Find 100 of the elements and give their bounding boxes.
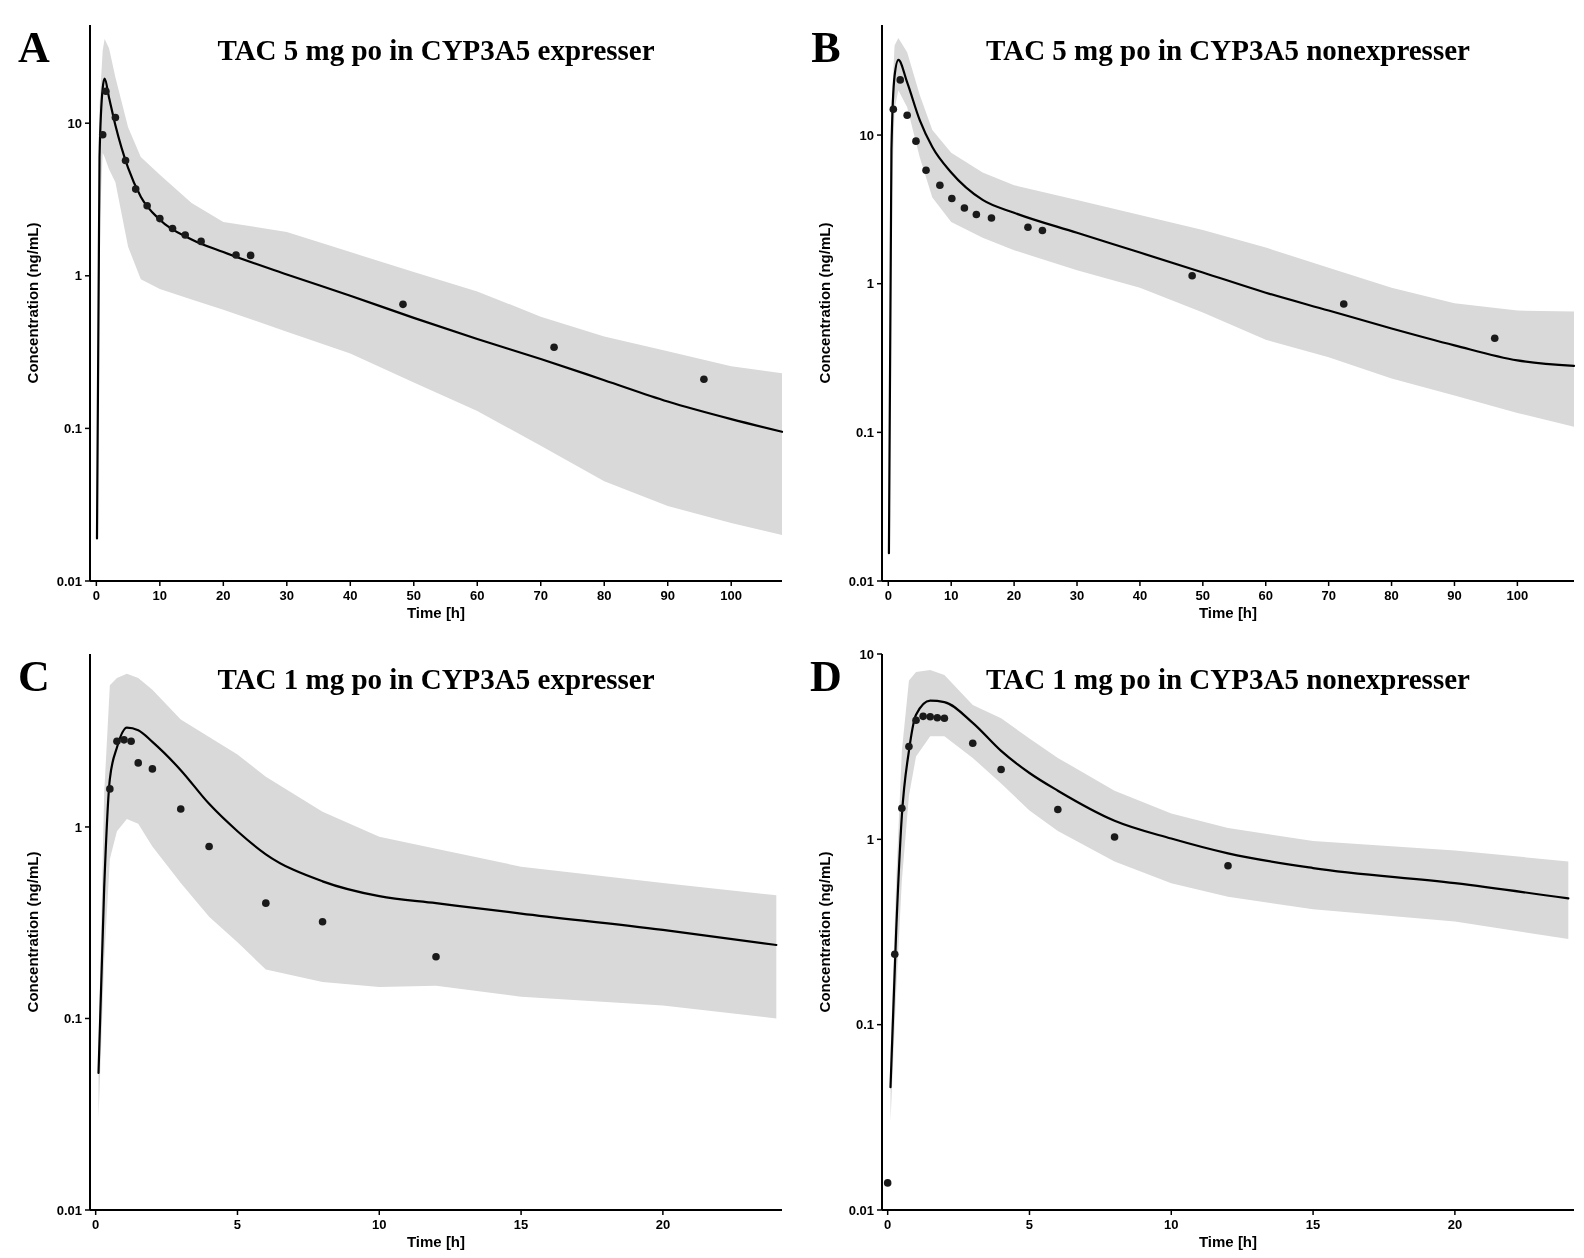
point: [896, 76, 905, 84]
x-tick-label: 10: [943, 588, 959, 603]
y-tick-label: 1: [866, 831, 874, 847]
point: [550, 343, 558, 352]
point: [98, 130, 107, 139]
x-tick-label: 10: [152, 588, 168, 603]
y-tick-label: 1: [74, 268, 82, 284]
x-tick-label: 0: [92, 1217, 100, 1232]
x-tick-label: 100: [720, 588, 743, 603]
point: [232, 251, 240, 259]
text: C: [18, 652, 50, 701]
x-tick-label: 60: [470, 588, 485, 603]
x-tick-label: 100: [1506, 588, 1529, 603]
point: [972, 210, 981, 219]
point: [181, 231, 190, 239]
y-tick-label: 0.01: [848, 1202, 874, 1218]
chart-title: TAC 1 mg po in CYP3A5 expresser: [217, 663, 655, 695]
y-tick-label: 0.01: [848, 573, 874, 589]
x-tick-label: 10: [1164, 1217, 1179, 1232]
x-axis-title: Time [h]: [406, 1233, 466, 1250]
y-tick-label: 0.1: [63, 420, 82, 436]
x-tick-label: 80: [1384, 588, 1399, 603]
point: [102, 87, 110, 96]
x-tick-label: 50: [406, 588, 422, 603]
point: [940, 714, 949, 723]
point: [933, 713, 942, 722]
chart-title: TAC 5 mg po in CYP3A5 nonexpresser: [986, 34, 1471, 66]
y-tick-label: 10: [67, 115, 82, 131]
point: [922, 166, 930, 175]
y-tick-label: 10: [859, 127, 874, 143]
point: [168, 224, 177, 233]
point: [121, 156, 130, 165]
point: [197, 237, 205, 246]
x-tick-label: 90: [660, 588, 675, 603]
x-tick-label: 15: [1305, 1217, 1321, 1232]
x-tick-label: 0: [884, 588, 892, 603]
text: A: [18, 23, 51, 72]
x-tick-label: 70: [1321, 588, 1336, 603]
point: [936, 181, 944, 189]
x-axis-title: Time [h]: [1198, 604, 1258, 621]
point: [156, 214, 164, 223]
point: [889, 105, 898, 114]
point: [176, 805, 185, 813]
point: [912, 137, 920, 145]
y-axis-title: Concentration (ng/mL): [816, 851, 833, 1013]
point: [143, 201, 151, 210]
y-tick-label: 0.1: [855, 1017, 874, 1033]
point: [399, 300, 407, 309]
point: [926, 712, 935, 721]
chart-title: TAC 1 mg po in CYP3A5 nonexpresser: [986, 663, 1471, 695]
x-tick-label: 40: [1132, 588, 1148, 603]
point: [1188, 272, 1196, 280]
x-tick-label: 30: [1069, 588, 1085, 603]
x-tick-label: 5: [233, 1217, 242, 1232]
point: [948, 194, 956, 203]
x-tick-label: 10: [372, 1217, 387, 1232]
point: [905, 742, 913, 751]
point: [1224, 861, 1232, 870]
point: [1110, 833, 1119, 841]
y-tick-label: 0.01: [56, 573, 82, 589]
x-axis-title: Time [h]: [406, 604, 466, 621]
point: [883, 1179, 892, 1187]
text: B: [811, 23, 841, 72]
x-axis-title: Time [h]: [1198, 1233, 1258, 1250]
text: D: [810, 652, 842, 701]
point: [898, 804, 906, 813]
y-tick-label: 0.01: [56, 1202, 82, 1218]
point: [148, 765, 157, 773]
point: [432, 952, 440, 961]
point: [120, 736, 128, 744]
y-axis-title: Concentration (ng/mL): [816, 222, 833, 384]
point: [127, 737, 135, 746]
x-tick-label: 5: [1025, 1217, 1034, 1232]
point: [912, 716, 920, 725]
point: [1490, 334, 1499, 342]
point: [113, 737, 121, 746]
point: [205, 842, 213, 851]
x-tick-label: 20: [1006, 588, 1022, 603]
y-tick-label: 1: [866, 276, 874, 292]
x-tick-label: 50: [1195, 588, 1211, 603]
line-series: [97, 726, 778, 1074]
point: [968, 739, 977, 748]
x-tick-label: 30: [279, 588, 295, 603]
x-tick-label: 0: [884, 1217, 892, 1232]
point: [318, 917, 327, 926]
point: [1038, 226, 1047, 235]
x-tick-label: 20: [655, 1217, 671, 1232]
point: [890, 950, 899, 958]
point: [246, 251, 255, 260]
point: [1339, 300, 1348, 308]
y-axis-title: Concentration (ng/mL): [24, 851, 41, 1013]
x-tick-label: 80: [597, 588, 612, 603]
point: [131, 185, 140, 193]
x-tick-label: 20: [216, 588, 231, 603]
point: [262, 899, 270, 907]
y-tick-label: 10: [859, 646, 874, 662]
x-tick-label: 20: [1447, 1217, 1463, 1232]
point: [960, 204, 969, 212]
x-tick-label: 70: [533, 588, 548, 603]
y-tick-label: 0.1: [63, 1011, 82, 1027]
